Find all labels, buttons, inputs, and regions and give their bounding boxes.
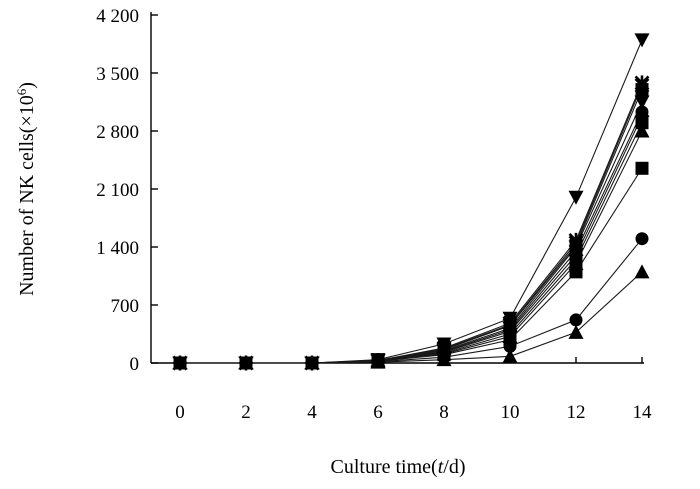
x-axis-ticks: 0 2 4 6 8 10 12 14 [175, 357, 652, 423]
x-tick-label: 4 [307, 402, 317, 423]
point-s5-x14 [634, 95, 650, 110]
y-tick-label: 0 [130, 354, 140, 375]
point-s1-x14 [634, 33, 650, 48]
series-lines [180, 39, 643, 364]
point-s11-x12 [569, 313, 583, 327]
y-tick-label: 4 200 [96, 6, 139, 27]
point-s12-x12 [568, 324, 584, 339]
x-tick-label: 12 [567, 402, 586, 423]
y-axis-title: Number of NK cells(×106) [14, 82, 38, 296]
x-tick-label: 8 [439, 402, 449, 423]
point-s10-x12 [569, 265, 583, 279]
series-line-12 [180, 271, 643, 364]
point-s11-x10 [503, 339, 517, 353]
y-tick-label: 2 800 [96, 122, 139, 143]
x-tick-label: 0 [175, 402, 185, 423]
point-s4-x14 [635, 83, 649, 97]
x-tick-label: 10 [501, 402, 520, 423]
x-tick-label: 2 [241, 402, 251, 423]
y-tick-label: 700 [111, 296, 140, 317]
point-s11-x14 [635, 232, 649, 246]
x-axis-title: Culture time(t/d) [331, 456, 466, 478]
x-tick-label: 14 [633, 402, 653, 423]
y-tick-label: 3 500 [96, 64, 139, 85]
point-s1-x12 [568, 190, 584, 205]
point-s10-x14 [635, 161, 649, 175]
y-axis-ticks: 0 700 1 400 2 100 2 800 3 500 4 200 [96, 6, 158, 375]
point-s12-x14 [634, 264, 650, 279]
point-s12-x10 [502, 348, 518, 363]
x-tick-label: 6 [373, 402, 383, 423]
point-s9-x14 [634, 123, 650, 138]
series-markers [172, 33, 650, 371]
point-s8-x14 [635, 116, 649, 130]
y-tick-label: 1 400 [96, 238, 139, 259]
axes [150, 12, 644, 364]
y-tick-label: 2 100 [96, 180, 139, 201]
